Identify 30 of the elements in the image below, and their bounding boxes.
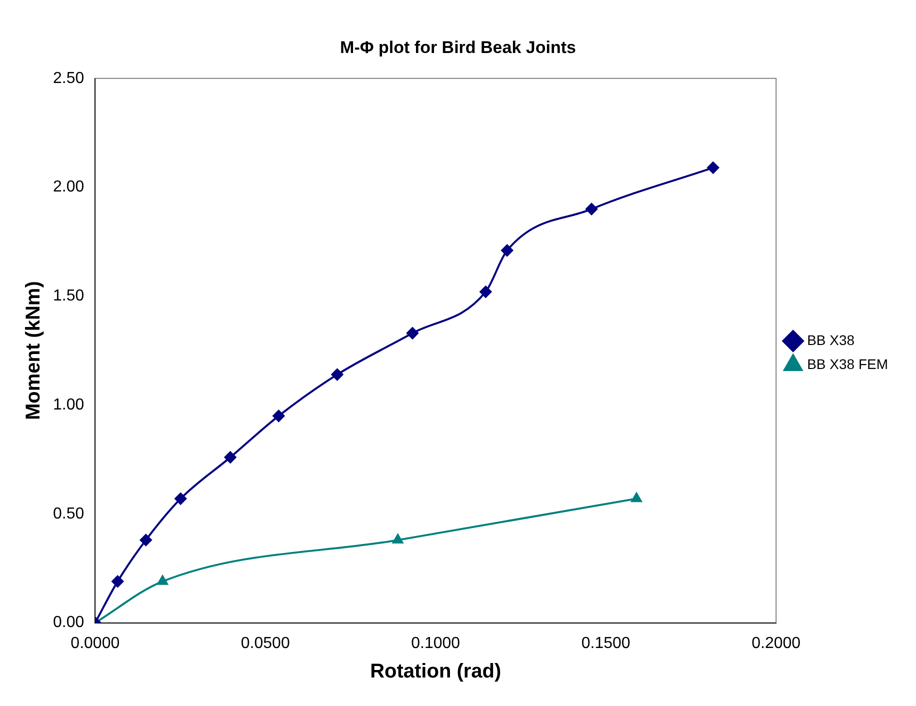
x-tick-label: 0.1500 <box>581 634 630 652</box>
point <box>480 286 492 298</box>
point <box>272 410 285 422</box>
legend-label: BB X38 <box>807 332 855 348</box>
point <box>140 534 152 546</box>
point <box>631 492 642 502</box>
point <box>392 534 404 544</box>
x-tick-label: 0.0000 <box>70 634 120 652</box>
y-tick-label: 1.50 <box>53 288 84 305</box>
point <box>406 327 418 340</box>
legend-label: BB X38 FEM <box>807 356 888 372</box>
x-tick-label: 0.1000 <box>411 634 460 652</box>
point <box>586 203 598 216</box>
y-tick-label: 2.00 <box>53 178 84 196</box>
x-tick-label: 0.2000 <box>752 634 801 652</box>
y-tick-label: 0.00 <box>53 614 84 632</box>
chart-title: M-Φ plot for Bird Beak Joints <box>340 38 576 57</box>
y-tick-label: 0.50 <box>53 505 84 522</box>
point <box>157 575 168 585</box>
x-axis-title: Rotation (rad) <box>370 660 502 683</box>
y-tick-label: 2.50 <box>53 70 84 87</box>
point <box>174 492 187 505</box>
point <box>501 244 514 256</box>
point <box>224 451 236 464</box>
y-tick-label: 1.00 <box>53 396 84 414</box>
point <box>112 575 124 588</box>
point <box>707 162 720 174</box>
x-tick-label: 0.0500 <box>240 634 290 652</box>
point <box>331 368 344 381</box>
y-axis-title: Moment (kNm) <box>22 281 45 420</box>
